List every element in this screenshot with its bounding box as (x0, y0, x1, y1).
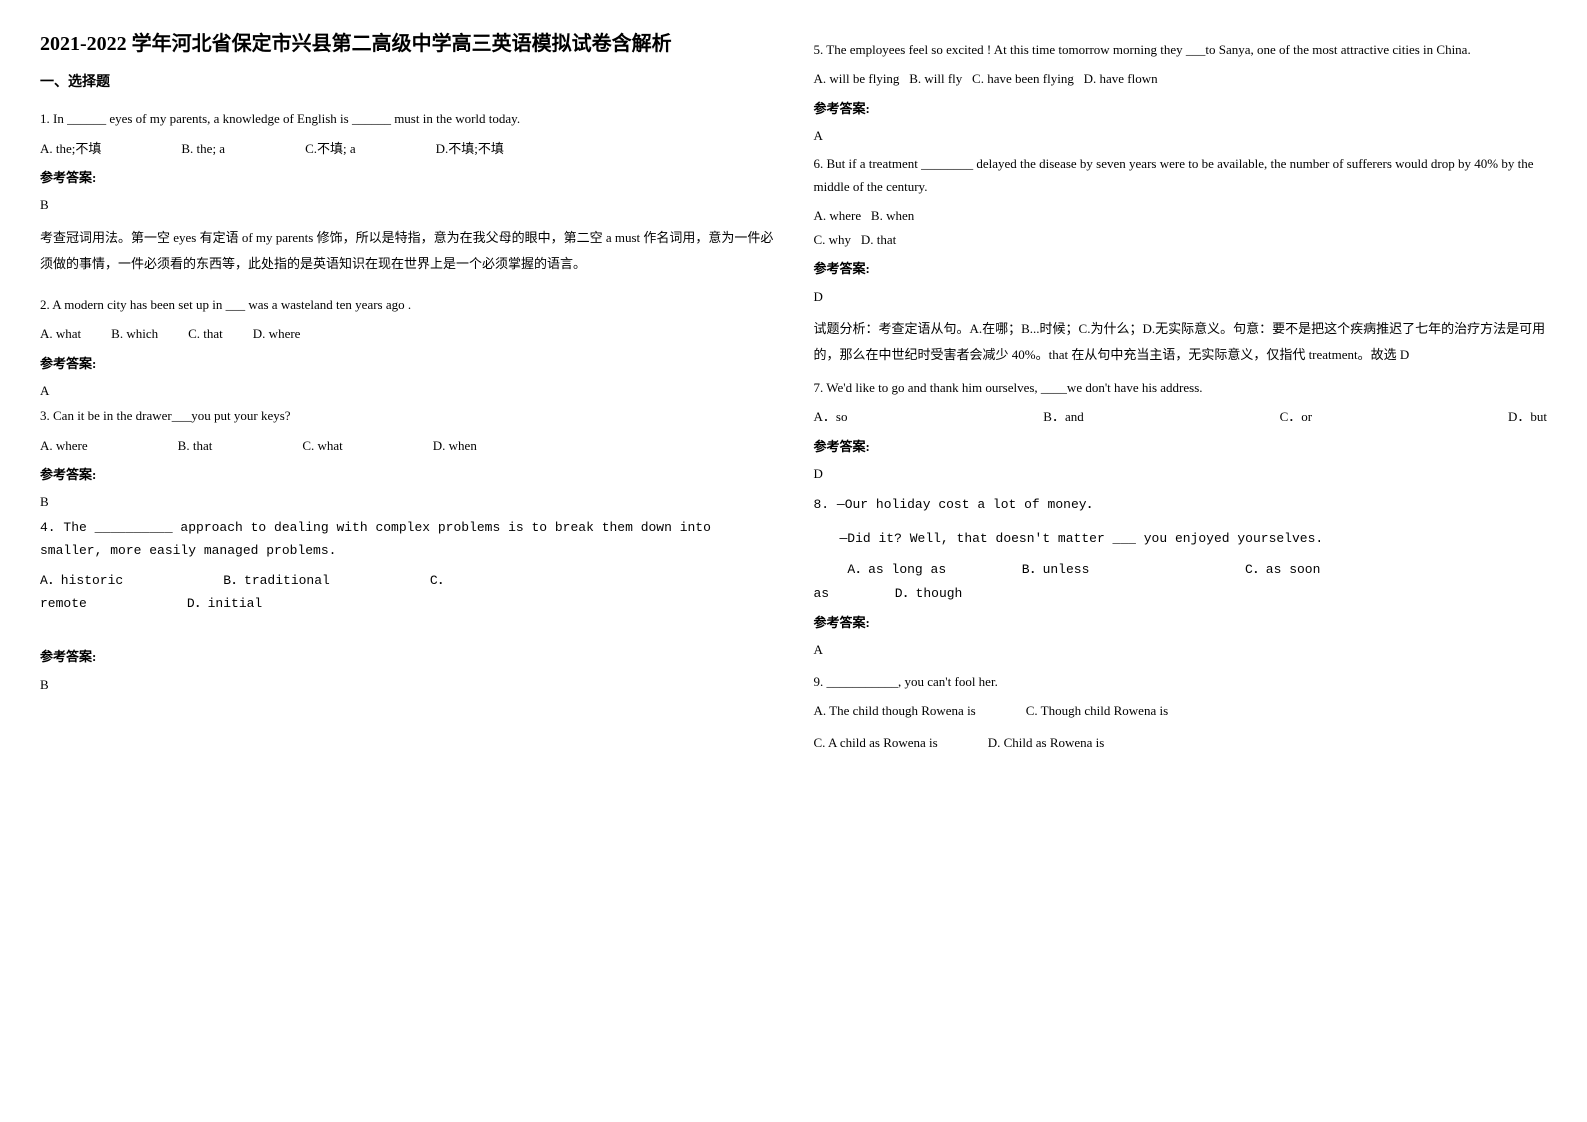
option: D.不填;不填 (436, 137, 504, 160)
answer-letter: B (40, 193, 774, 216)
option: A．so (814, 405, 848, 428)
answer-label: 参考答案: (40, 166, 774, 189)
option: C. that (188, 322, 223, 345)
option: C．or (1280, 405, 1313, 428)
option: C. A child as Rowena is (814, 731, 938, 754)
options-row: A. where B. that C. what D. when (40, 434, 774, 457)
question-4: 4. The __________ approach to dealing wi… (40, 516, 774, 696)
section-heading: 一、选择题 (40, 70, 774, 95)
options-row: A．so B．and C．or D．but (814, 405, 1548, 428)
option: remote (40, 592, 87, 615)
question-5: 5. The employees feel so excited ! At th… (814, 38, 1548, 148)
answer-letter: B (40, 490, 774, 513)
question-1: 1. In ______ eyes of my parents, a knowl… (40, 107, 774, 277)
column-left: 2021-2022 学年河北省保定市兴县第二高级中学高三英语模拟试卷含解析 一、… (40, 30, 774, 762)
question-text: 4. The __________ approach to dealing wi… (40, 516, 774, 563)
option: D. that (861, 232, 896, 247)
options-block: A. The child though Rowena is C. Though … (814, 699, 1548, 754)
option: B. when (871, 208, 914, 223)
option: D. Child as Rowena is (988, 731, 1105, 754)
options-block: A．as long as B．unless C．as soon as D．tho… (814, 558, 1548, 605)
option: B．unless (1022, 562, 1090, 577)
question-text-line2: —Did it? Well, that doesn't matter ___ y… (814, 527, 1548, 550)
option: A. where (814, 208, 862, 223)
option: C.不填; a (305, 137, 356, 160)
option: B．traditional (223, 569, 330, 592)
option: A. where (40, 434, 88, 457)
answer-letter: A (814, 124, 1548, 147)
question-8: 8. —Our holiday cost a lot of money． —Di… (814, 493, 1548, 661)
option: D．but (1508, 405, 1547, 428)
option: A．historic (40, 569, 123, 592)
question-text: 6. But if a treatment ________ delayed t… (814, 152, 1548, 199)
option: D．initial (187, 592, 262, 615)
options-block: A. where B. when C. why D. that (814, 204, 1548, 251)
option: B. that (178, 434, 213, 457)
options-row: A. the;不填 B. the; a C.不填; a D.不填;不填 (40, 137, 774, 160)
option: D．though (895, 586, 963, 601)
option: C． (430, 569, 451, 592)
answer-label: 参考答案: (814, 97, 1548, 120)
question-6: 6. But if a treatment ________ delayed t… (814, 152, 1548, 368)
question-text: 1. In ______ eyes of my parents, a knowl… (40, 107, 774, 130)
option-cont: as (814, 586, 830, 601)
question-7: 7. We'd like to go and thank him ourselv… (814, 376, 1548, 486)
question-text-line1: 8. —Our holiday cost a lot of money． (814, 493, 1548, 516)
document-title: 2021-2022 学年河北省保定市兴县第二高级中学高三英语模拟试卷含解析 (40, 30, 774, 58)
answer-letter: A (40, 379, 774, 402)
options-row: A. will be flying B. will fly C. have be… (814, 67, 1548, 90)
question-text: 9. ___________, you can't fool her. (814, 670, 1548, 693)
option: C. what (302, 434, 342, 457)
answer-letter: B (40, 673, 774, 696)
option: A．as long as (847, 562, 946, 577)
answer-label: 参考答案: (40, 463, 774, 486)
column-right: 5. The employees feel so excited ! At th… (814, 30, 1548, 762)
option: C. why (814, 232, 852, 247)
question-3: 3. Can it be in the drawer___you put you… (40, 404, 774, 514)
answer-letter: A (814, 638, 1548, 661)
option: C. Though child Rowena is (1026, 699, 1168, 722)
option: B. the; a (181, 137, 225, 160)
question-text: 3. Can it be in the drawer___you put you… (40, 404, 774, 427)
question-9: 9. ___________, you can't fool her. A. T… (814, 670, 1548, 754)
question-text: 7. We'd like to go and thank him ourselv… (814, 376, 1548, 399)
answer-letter: D (814, 462, 1548, 485)
option: D. when (433, 434, 477, 457)
option: C. have been flying (972, 71, 1074, 86)
question-2: 2. A modern city has been set up in ___ … (40, 293, 774, 403)
option: A. The child though Rowena is (814, 699, 976, 722)
answer-label: 参考答案: (40, 352, 774, 375)
question-text: 5. The employees feel so excited ! At th… (814, 38, 1548, 61)
answer-label: 参考答案: (814, 611, 1548, 634)
answer-label: 参考答案: (40, 645, 774, 668)
option: D. where (253, 322, 301, 345)
question-text: 2. A modern city has been set up in ___ … (40, 293, 774, 316)
explanation: 考查冠词用法。第一空 eyes 有定语 of my parents 修饰，所以是… (40, 225, 774, 277)
option: D. have flown (1084, 71, 1158, 86)
option: A. the;不填 (40, 137, 101, 160)
option: B．and (1043, 405, 1083, 428)
page-container: 2021-2022 学年河北省保定市兴县第二高级中学高三英语模拟试卷含解析 一、… (40, 30, 1547, 762)
options-row: A. what B. which C. that D. where (40, 322, 774, 345)
option: A. will be flying (814, 71, 900, 86)
answer-label: 参考答案: (814, 257, 1548, 280)
option: A. what (40, 322, 81, 345)
options-block: A．historic B．traditional C． remote D．ini… (40, 569, 774, 616)
option: C．as soon (1245, 562, 1320, 577)
option: B. which (111, 322, 158, 345)
answer-label: 参考答案: (814, 435, 1548, 458)
answer-letter: D (814, 285, 1548, 308)
option: B. will fly (909, 71, 962, 86)
explanation: 试题分析：考查定语从句。A.在哪；B...时候；C.为什么；D.无实际意义。句意… (814, 316, 1548, 368)
